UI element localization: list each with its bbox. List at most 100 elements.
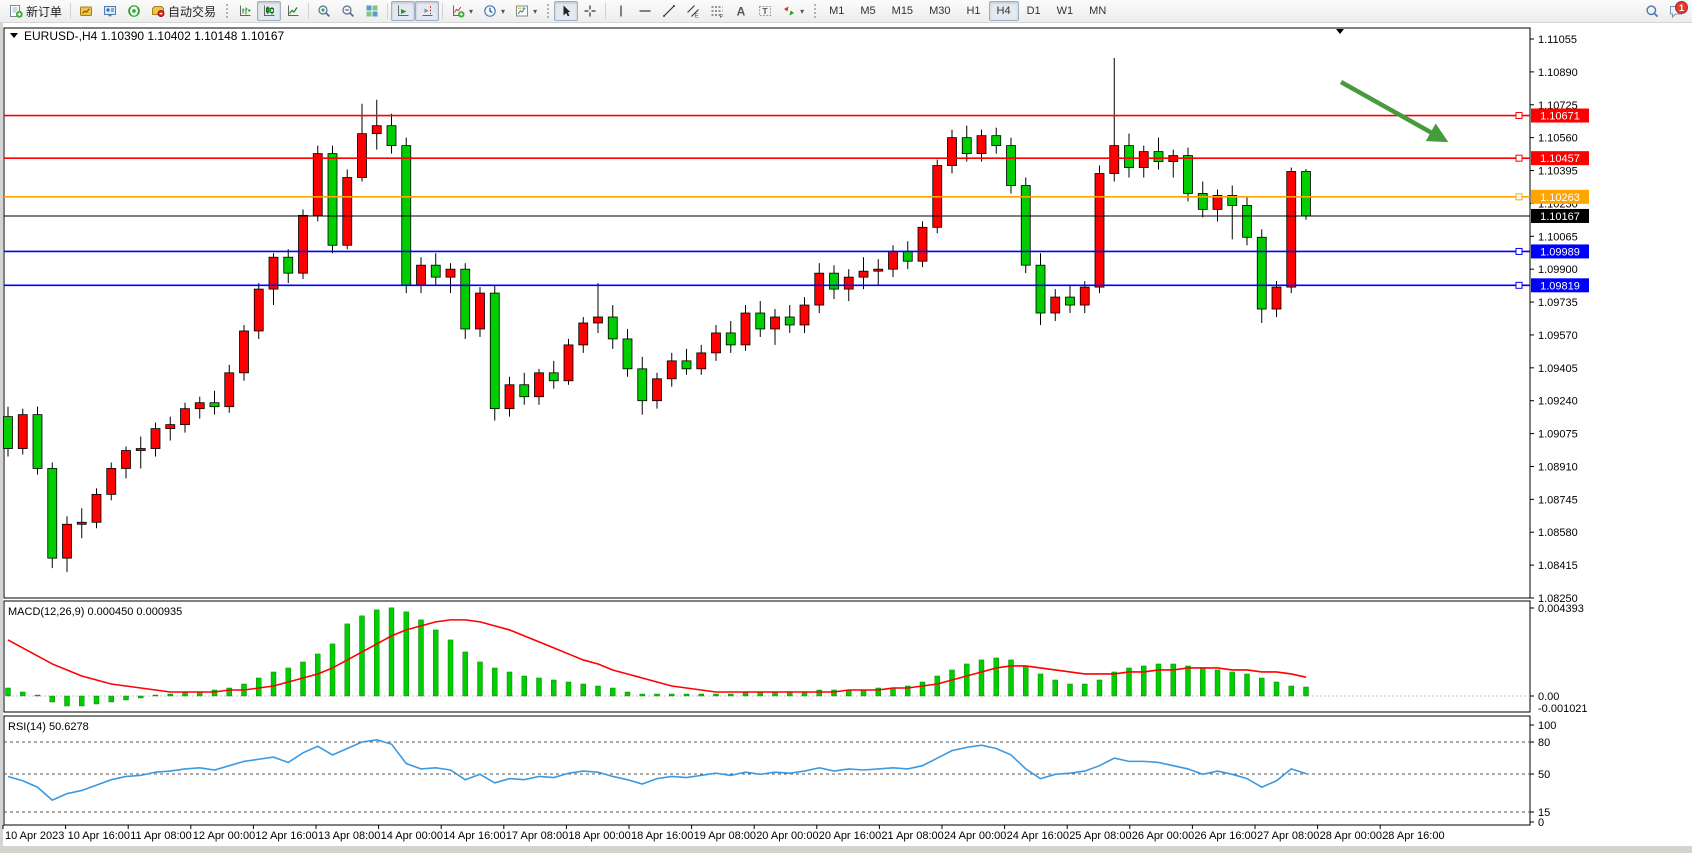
zoom-out-icon <box>341 4 355 18</box>
cursor-button[interactable] <box>554 1 579 21</box>
candle-bull <box>652 378 662 402</box>
candle-bear <box>283 256 294 274</box>
date-tick-label: 14 Apr 00:00 <box>381 830 443 842</box>
candle-bull <box>357 133 367 178</box>
date-tick-label: 17 Apr 08:00 <box>506 830 568 842</box>
vertical-line-button[interactable] <box>609 1 633 21</box>
candle-bear <box>755 312 766 330</box>
symbol-dropdown-icon[interactable] <box>10 33 18 38</box>
line-handle[interactable] <box>1515 193 1523 201</box>
macd-histogram-bar <box>831 689 837 697</box>
macd-panel[interactable] <box>3 600 1531 713</box>
macd-histogram-bar <box>152 694 159 697</box>
price-tick-label: 1.10560 <box>1538 133 1578 145</box>
date-tick-label: 28 Apr 00:00 <box>1320 830 1382 842</box>
macd-histogram-bar <box>359 615 365 697</box>
indicators-button[interactable]: ▾ <box>446 1 478 21</box>
timeframe-w1[interactable]: W1 <box>1049 1 1082 21</box>
timeframe-m5[interactable]: M5 <box>852 1 883 21</box>
line-handle[interactable] <box>1515 247 1523 255</box>
navigator-button[interactable] <box>122 1 146 21</box>
horizontal-line-button[interactable] <box>633 1 657 21</box>
candle-bull <box>873 268 884 272</box>
candle-bull <box>268 256 279 290</box>
cursor-icon <box>559 4 573 18</box>
candle-bull <box>62 523 72 559</box>
price-chart[interactable]: 1.110551.108901.107251.105601.103951.102… <box>0 23 1692 853</box>
autotrading-button[interactable]: 自动交易 <box>146 1 221 21</box>
bar-chart-button[interactable] <box>233 1 257 21</box>
toolbar-grip <box>814 4 817 18</box>
zoom-out-button[interactable] <box>336 1 360 21</box>
line-handle[interactable] <box>1515 281 1523 289</box>
candle-bear <box>386 125 397 147</box>
equidistant-channel-button[interactable]: E <box>681 1 705 21</box>
text-button[interactable]: A <box>729 1 753 21</box>
price-tick-label: 1.08415 <box>1538 560 1578 572</box>
candle-bull <box>1212 195 1223 210</box>
rsi-axis-label: 0 <box>1538 817 1544 829</box>
candle-bull <box>165 424 176 430</box>
candle-bear <box>47 468 58 559</box>
fibonacci-button[interactable]: F <box>705 1 729 21</box>
indicators-icon <box>451 4 465 18</box>
timeframe-m15-label: M15 <box>891 5 914 17</box>
date-tick-label: 14 Apr 16:00 <box>443 830 505 842</box>
macd-histogram-bar <box>565 681 572 697</box>
market-watch-button[interactable] <box>74 1 98 21</box>
chevron-down-icon: ▾ <box>800 6 805 16</box>
candlestick-chart-button[interactable] <box>257 1 282 21</box>
timeframe-mn[interactable]: MN <box>1081 1 1114 21</box>
text-label-button[interactable]: T <box>753 1 777 21</box>
price-tick-label: 1.08250 <box>1538 593 1578 605</box>
macd-histogram-bar <box>211 689 218 697</box>
chevron-down-icon: ▾ <box>533 6 538 16</box>
timeframe-m15[interactable]: M15 <box>884 1 921 21</box>
arrows-button[interactable]: ▾ <box>777 1 809 21</box>
candle-bear <box>1065 296 1075 306</box>
macd-histogram-bar <box>1111 671 1117 697</box>
line-chart-button[interactable] <box>281 1 305 21</box>
timeframe-m30[interactable]: M30 <box>921 1 958 21</box>
periods-button[interactable]: ▾ <box>478 1 510 21</box>
scroll-marker-icon <box>1336 29 1344 34</box>
data-window-button[interactable] <box>98 1 122 21</box>
trend-arrow-annotation[interactable] <box>1339 80 1449 143</box>
notification-badge: 1 <box>1675 1 1688 14</box>
zoom-in-button[interactable] <box>312 1 336 21</box>
timeframe-h4[interactable]: H4 <box>988 1 1019 21</box>
candle-bull <box>711 332 721 354</box>
main-chart-panel[interactable] <box>3 27 1531 599</box>
search-button[interactable] <box>1640 1 1664 21</box>
chevron-down-icon: ▾ <box>469 6 474 16</box>
crosshair-button[interactable] <box>578 1 602 21</box>
candle-bull <box>947 137 957 166</box>
line-handle[interactable] <box>1515 112 1523 120</box>
periods-icon <box>483 4 497 18</box>
timeframe-h1[interactable]: H1 <box>958 1 988 21</box>
tile-windows-button[interactable] <box>360 1 384 21</box>
timeframe-d1[interactable]: D1 <box>1019 1 1049 21</box>
timeframe-h1-label: H1 <box>966 5 981 17</box>
price-tick-label: 1.11055 <box>1538 34 1577 46</box>
chart-header: EURUSD-,H4 1.10390 1.10402 1.10148 1.101… <box>10 29 285 43</box>
horizontal-lines: 1.10671 1.10457 1.10263 1.10167 1.09989 1.098… <box>4 108 1589 293</box>
fibonacci-icon: F <box>710 4 724 20</box>
templates-button[interactable]: ▾ <box>510 1 542 21</box>
candle-bull <box>475 292 485 330</box>
rsi-panel[interactable] <box>3 715 1531 826</box>
chart-shift-button[interactable] <box>415 1 440 21</box>
notifications-button[interactable]: 1 <box>1664 1 1688 21</box>
candle-bull <box>76 521 87 525</box>
candle-bull <box>121 450 131 469</box>
macd-histogram-bar <box>1037 673 1044 697</box>
trendline-button[interactable] <box>657 1 681 21</box>
timeframe-m1[interactable]: M1 <box>821 1 852 21</box>
macd-histogram-bar <box>1200 667 1206 697</box>
auto-scroll-button[interactable] <box>391 1 416 21</box>
new-order-button[interactable]: 新订单 <box>4 1 67 21</box>
market-watch-icon <box>79 4 93 18</box>
line-handle[interactable] <box>1515 154 1523 162</box>
candle-bear <box>1242 205 1252 238</box>
macd-histogram-bar <box>1067 683 1073 697</box>
